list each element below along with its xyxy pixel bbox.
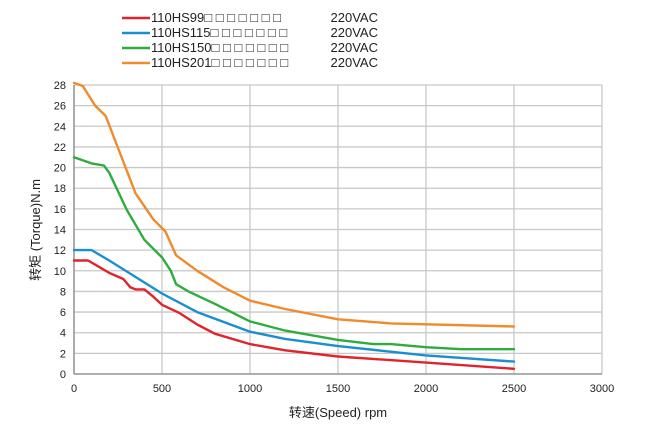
series-line-0	[72, 259, 516, 370]
legend: 110HS99□ □ □ □ □ □ □ 220VAC 110HS115□ □ □ …	[122, 10, 378, 70]
y-tick-label: 16	[54, 204, 66, 216]
legend-label: 110HS115□ □ □ □ □ □ □	[151, 25, 287, 40]
y-tick-label: 0	[60, 369, 66, 381]
series-lines	[72, 81, 516, 370]
series-line-2	[72, 156, 516, 351]
x-tick-label: 3000	[590, 383, 614, 395]
y-axis-label: 转矩 (Torque)N.m	[28, 179, 43, 281]
grid	[73, 84, 603, 375]
x-tick-label: 1000	[238, 383, 262, 395]
y-tick-label: 20	[54, 163, 66, 175]
legend-voltage: 220VAC	[331, 40, 378, 55]
legend-label: 110HS99□ □ □ □ □ □ □	[151, 10, 281, 25]
legend-voltage: 220VAC	[331, 10, 378, 25]
series-line-1	[72, 248, 516, 363]
y-tick-label: 24	[54, 121, 66, 133]
y-tick-label: 6	[60, 307, 66, 319]
x-axis-label: 转速(Speed) rpm	[289, 405, 387, 420]
y-tick-label: 12	[54, 245, 66, 257]
y-tick-label: 18	[54, 183, 66, 195]
x-tick-label: 1500	[326, 383, 350, 395]
y-tick-label: 8	[60, 286, 66, 298]
x-tick-label: 2000	[414, 383, 438, 395]
y-tick-label: 22	[54, 142, 66, 154]
y-tick-label: 28	[54, 80, 66, 92]
series-line-3	[72, 81, 516, 328]
y-tick-label: 10	[54, 266, 66, 278]
x-tick-label: 2500	[502, 383, 526, 395]
y-tick-label: 2	[60, 348, 66, 360]
legend-voltage: 220VAC	[331, 25, 378, 40]
y-tick-label: 26	[54, 101, 66, 113]
x-tick-label: 0	[71, 383, 77, 395]
y-tick-label: 4	[60, 328, 66, 340]
x-tick-label: 500	[153, 383, 171, 395]
legend-voltage: 220VAC	[331, 55, 378, 70]
y-tick-label: 14	[54, 225, 66, 237]
legend-label: 110HS201□ □ □ □ □ □ □	[151, 55, 288, 70]
legend-label: 110HS150□ □ □ □ □ □ □	[151, 40, 288, 55]
